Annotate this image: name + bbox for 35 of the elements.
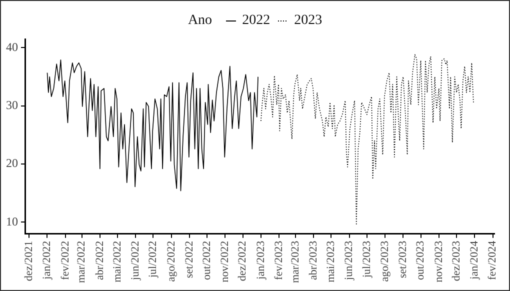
x-tick-label: fev/2022: [59, 240, 72, 280]
x-tick-label: mai/2022: [111, 240, 124, 282]
x-tick-label: dez/2023: [450, 240, 462, 282]
y-tick-label: 40: [6, 40, 18, 54]
x-tick-label: dez/2022: [236, 240, 249, 282]
y-tick-label: 20: [6, 156, 18, 170]
x-tick-label: fev/2024: [486, 240, 499, 280]
x-tick-label: jul/2022: [147, 240, 160, 279]
x-tick-label: mar/2023: [289, 240, 302, 284]
x-tick-label: out/2022: [200, 240, 213, 280]
x-tick-label: jan/2024: [468, 240, 481, 280]
legend-label: 2023: [294, 13, 322, 29]
x-tick-label: ago/2023: [378, 240, 391, 282]
x-tick-label: jan/2023: [254, 240, 267, 280]
x-tick-label: fev/2023: [272, 240, 285, 280]
x-tick-label: set/2022: [183, 240, 196, 278]
x-tick-label: jul/2023: [360, 240, 373, 279]
x-tick-label: dez/2021: [22, 240, 35, 282]
y-tick-label: 30: [6, 98, 18, 112]
legend-title: Ano: [188, 13, 212, 29]
legend-label: 2022: [242, 13, 270, 29]
x-tick-label: jan/2022: [41, 240, 54, 280]
x-tick-label: jun/2023: [343, 240, 356, 281]
line-series: [260, 54, 474, 226]
x-tick-label: out/2023: [414, 240, 427, 280]
x-tick-label: jun/2022: [130, 240, 142, 281]
y-tick-label: 10: [6, 214, 18, 228]
x-tick-label: nov/2023: [432, 240, 445, 282]
x-tick-label: abr/2023: [308, 240, 320, 280]
x-tick-label: abr/2022: [94, 240, 106, 280]
x-tick-label: mai/2023: [325, 240, 338, 282]
x-tick-label: mar/2022: [76, 240, 88, 284]
x-tick-label: ago/2022: [165, 240, 178, 282]
x-tick-label: nov/2022: [219, 240, 232, 282]
x-tick-label: set/2023: [397, 240, 410, 278]
